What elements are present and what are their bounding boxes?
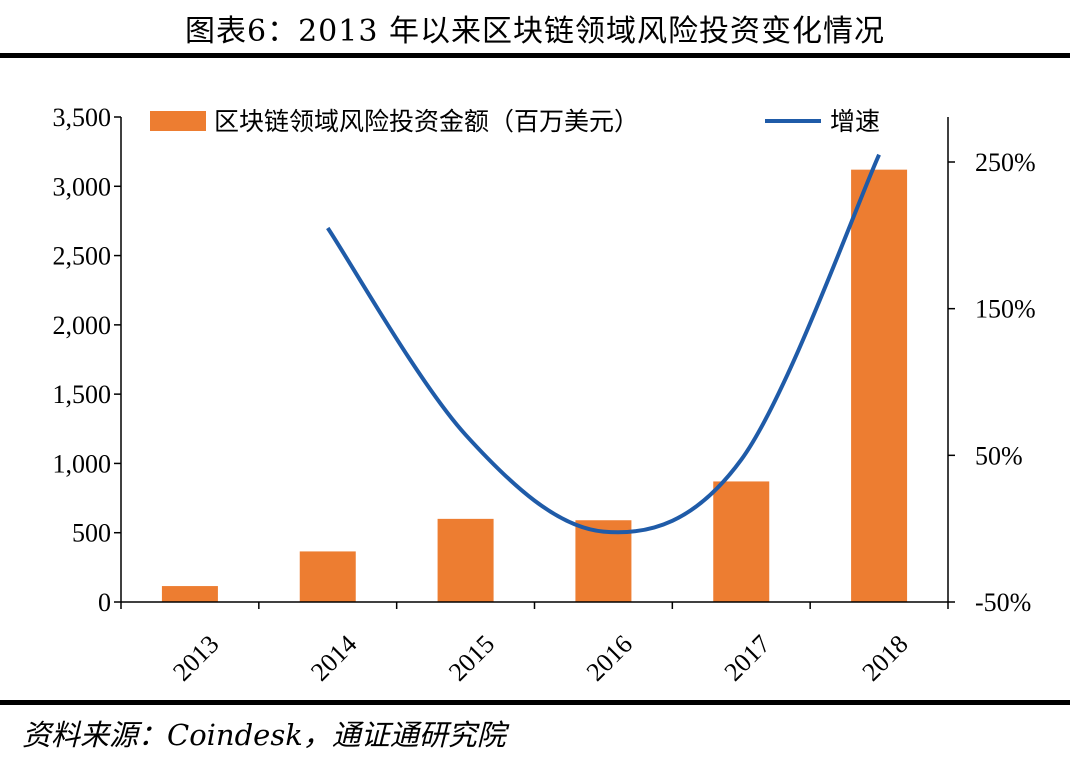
y-left-tick-label: 500 <box>72 519 111 548</box>
y-left-tick-label: 2,500 <box>53 242 112 271</box>
x-tick-label: 2014 <box>305 629 362 686</box>
bar-2015 <box>437 518 494 602</box>
axes: 0 500 1,000 1,500 2,000 2,500 3,000 3,500 -50% 50… <box>53 103 1036 687</box>
source-note: 资料来源：Coindesk，通证通研究院 <box>22 718 506 752</box>
x-tick-label: 2018 <box>856 629 913 686</box>
bar-2018 <box>851 169 908 602</box>
legend-bar-swatch <box>150 111 206 131</box>
y-right-tick-label: 50% <box>975 441 1023 470</box>
bar-2017 <box>713 481 770 602</box>
legend-bar-label: 区块链领域风险投资金额（百万美元） <box>214 107 639 136</box>
legend: 区块链领域风险投资金额（百万美元） 增速 <box>150 107 880 136</box>
y-right-tick-label: 150% <box>975 295 1036 324</box>
bar-2014 <box>299 551 356 602</box>
y-right-tick-label: 250% <box>975 148 1036 177</box>
y-left-tick-label: 0 <box>98 588 111 617</box>
y-left-tick-label: 1,500 <box>53 380 112 409</box>
y-right-tick-label: -50% <box>975 588 1031 617</box>
y-left-tick-label: 1,000 <box>53 449 112 478</box>
legend-line-label: 增速 <box>830 107 880 136</box>
chart-title: 图表6：2013 年以来区块链领域风险投资变化情况 <box>185 14 885 49</box>
x-tick-label: 2017 <box>719 629 776 686</box>
chart-canvas: 0 500 1,000 1,500 2,000 2,500 3,000 3,500 -50% 50… <box>53 103 1036 687</box>
x-tick-label: 2016 <box>581 629 638 686</box>
y-left-tick-label: 3,500 <box>53 103 112 132</box>
bar-series <box>161 169 908 602</box>
x-tick-label: 2015 <box>443 629 500 686</box>
bottom-rule <box>0 700 1070 705</box>
line-series-layer <box>326 153 881 535</box>
growth-line <box>326 153 881 535</box>
x-tick-label: 2013 <box>167 629 224 686</box>
y-left-tick-label: 2,000 <box>53 311 112 340</box>
top-rule <box>0 53 1070 58</box>
y-left-tick-label: 3,000 <box>53 172 112 201</box>
bar-2013 <box>161 586 218 602</box>
